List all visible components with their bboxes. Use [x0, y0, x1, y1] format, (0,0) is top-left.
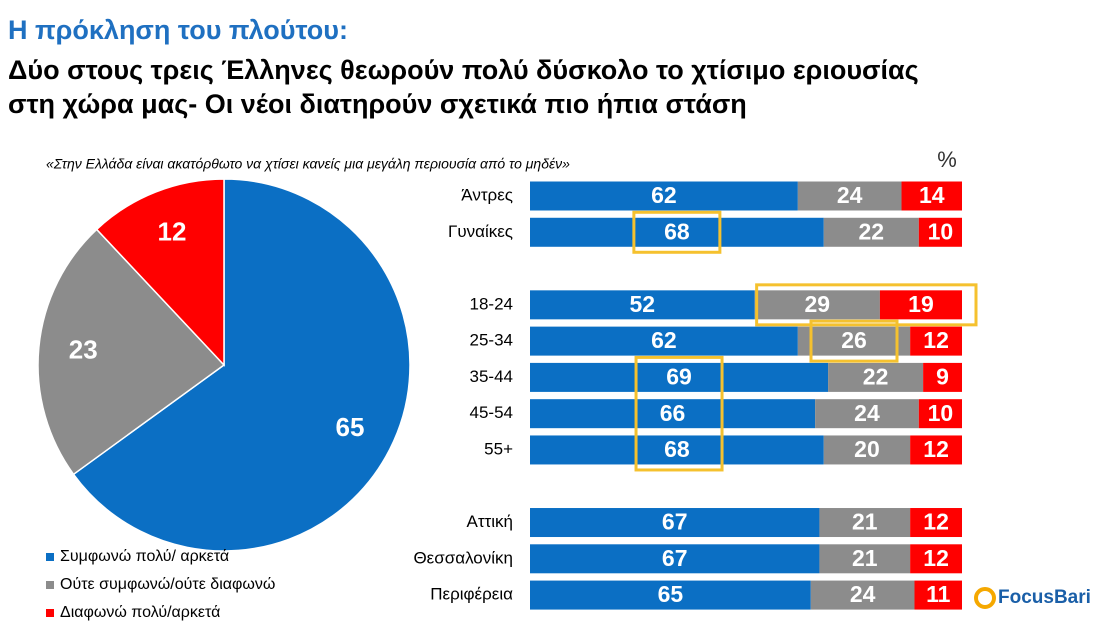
title: Η πρόκληση του πλούτου:	[8, 15, 348, 45]
bar-value: 9	[936, 363, 949, 389]
legend-swatch	[46, 581, 54, 589]
bar-value: 20	[854, 436, 880, 462]
bar-value: 29	[804, 291, 830, 317]
slice-label: 12	[158, 216, 187, 246]
category-label: Θεσσαλονίκη	[413, 548, 513, 567]
highlight-box	[632, 210, 722, 254]
bar-value: 21	[852, 509, 878, 535]
bar-value: 26	[841, 327, 867, 353]
logo: FocusBari	[974, 587, 1091, 609]
bar-value: 12	[923, 509, 949, 535]
bar-value: 62	[651, 327, 677, 353]
bar-segment	[530, 435, 824, 465]
bar-segment	[914, 580, 962, 610]
logo-text: FocusBari	[998, 587, 1091, 608]
bar-segment	[879, 290, 962, 320]
bar-value: 12	[923, 545, 949, 571]
legend-label: Ούτε συμφωνώ/ούτε διαφωνώ	[60, 576, 275, 593]
legend-swatch	[46, 553, 54, 561]
bar-segment	[530, 508, 820, 538]
bar-value: 62	[651, 182, 677, 208]
category-label: 25-34	[470, 331, 513, 350]
bar-segment	[530, 362, 829, 392]
bar-value: 22	[863, 363, 889, 389]
bar-segment	[797, 326, 911, 356]
bar-value: 24	[854, 400, 880, 426]
bar-value: 11	[926, 581, 951, 607]
pie-slice	[95, 178, 225, 367]
bar-segment	[815, 399, 919, 429]
bar-value: 12	[923, 436, 949, 462]
unit-label: %	[937, 147, 957, 172]
bar-segment	[823, 217, 919, 247]
bar-segment	[910, 544, 962, 574]
bar-segment	[530, 580, 811, 610]
bar-segment	[530, 326, 798, 356]
bar-value: 67	[662, 509, 688, 535]
bar-value: 52	[630, 291, 656, 317]
category-label: 55+	[484, 439, 513, 458]
pie-slice	[37, 228, 226, 476]
bar-segment	[797, 181, 902, 211]
bar-value: 69	[666, 363, 692, 389]
bar-segment	[810, 580, 915, 610]
bar-segment	[918, 399, 962, 429]
subtitle: στη χώρα μας- Οι νέοι διατηρούν σχετικά …	[8, 89, 747, 119]
highlight-box	[755, 283, 978, 327]
bar-segment	[819, 508, 911, 538]
bar-value: 10	[928, 218, 954, 244]
bar-segment	[823, 435, 911, 465]
bar-segment	[910, 326, 962, 356]
logo-icon	[974, 587, 996, 609]
bar-segment	[530, 544, 820, 574]
legend-label: Συμφωνώ πολύ/ αρκετά	[60, 548, 229, 565]
bar-value: 21	[852, 545, 878, 571]
highlight-box	[634, 355, 724, 472]
bar-segment	[901, 181, 962, 211]
question: «Στην Ελλάδα είναι ακατόρθωτο να χτίσει …	[46, 156, 570, 172]
bar-value: 67	[662, 545, 688, 571]
bar-segment	[754, 290, 880, 320]
bar-value: 19	[908, 291, 934, 317]
bar-value: 65	[658, 581, 684, 607]
bar-segment	[530, 399, 816, 429]
bar-value: 66	[660, 400, 686, 426]
subtitle: Δύο στους τρεις Έλληνες θεωρούν πολύ δύσ…	[8, 55, 919, 85]
category-label: Περιφέρεια	[430, 585, 513, 604]
category-label: 35-44	[470, 367, 513, 386]
category-label: Αττική	[466, 512, 513, 531]
bar-value: 22	[858, 218, 884, 244]
category-label: Γυναίκες	[448, 222, 513, 241]
bar-value: 12	[923, 327, 949, 353]
bar-value: 24	[850, 581, 876, 607]
bar-value: 68	[664, 218, 690, 244]
highlight-box	[809, 319, 899, 363]
bar-value: 68	[664, 436, 690, 462]
bar-segment	[910, 435, 962, 465]
bar-value: 14	[919, 182, 945, 208]
bar-segment	[910, 508, 962, 538]
bar-segment	[819, 544, 911, 574]
bar-segment	[918, 217, 962, 247]
bar-segment	[530, 181, 798, 211]
bar-segment	[923, 362, 962, 392]
slice-label: 23	[69, 335, 98, 365]
pie-slice	[72, 178, 411, 552]
legend-label: Διαφωνώ πολύ/αρκετά	[60, 604, 220, 621]
category-label: Άντρες	[461, 185, 513, 204]
bar-segment	[828, 362, 924, 392]
slice-label: 65	[335, 412, 364, 442]
category-label: 18-24	[470, 294, 513, 313]
bar-value: 24	[837, 182, 863, 208]
bar-segment	[530, 290, 755, 320]
legend-swatch	[46, 609, 54, 617]
bar-segment	[530, 217, 824, 247]
category-label: 45-54	[470, 403, 513, 422]
bar-value: 10	[928, 400, 954, 426]
